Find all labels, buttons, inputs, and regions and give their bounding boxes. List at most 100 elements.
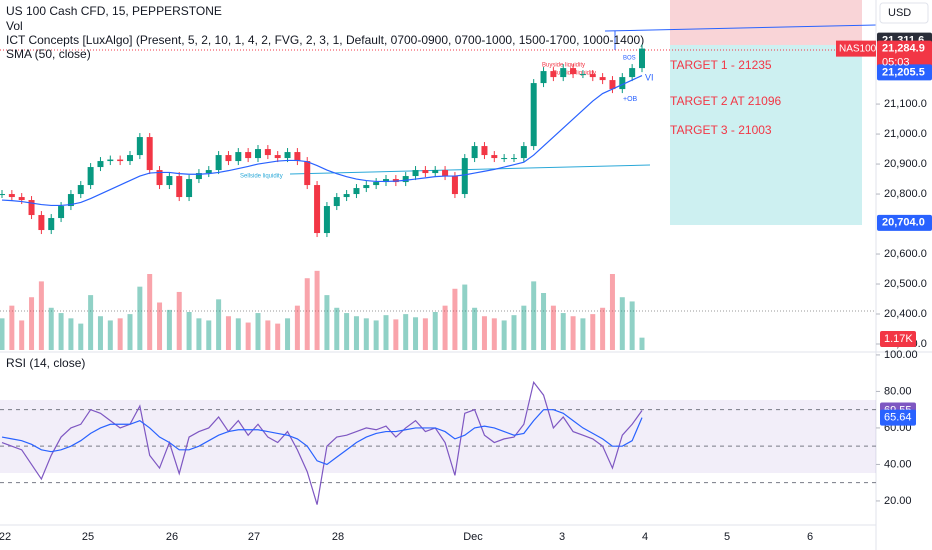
volume-bar	[206, 320, 212, 350]
volume-bar	[285, 318, 291, 350]
candle-body	[274, 155, 281, 159]
candle-body	[67, 194, 74, 207]
volume-bar	[560, 313, 566, 350]
x-tick-label: 4	[642, 531, 648, 543]
volume-bar	[275, 323, 281, 350]
vi-label: VI	[645, 72, 654, 82]
candle-body	[471, 146, 478, 159]
candle-body	[38, 215, 45, 231]
currency[interactable]: USD	[888, 7, 911, 19]
volume-bar	[334, 307, 340, 350]
candle-body	[245, 152, 252, 159]
volume-bar	[393, 319, 399, 350]
symbol-tag-label: NAS100	[839, 43, 877, 54]
volume-bar	[501, 320, 507, 350]
sma-label: SMA (50, close)	[6, 47, 91, 61]
candle-body	[225, 155, 232, 162]
candle-body	[501, 158, 508, 160]
y-tick-label: 20.00	[884, 495, 912, 507]
candle-body	[0, 194, 5, 196]
volume-bar	[216, 299, 222, 350]
volume-bar	[225, 316, 231, 350]
volume-bar	[511, 315, 517, 350]
candle-body	[156, 170, 163, 186]
volume-bar	[403, 314, 409, 350]
y-tick-label: 20,500.0	[884, 278, 927, 290]
candle-body	[205, 170, 212, 174]
volume-bar	[9, 305, 15, 350]
rsi-tag	[880, 409, 916, 426]
volume-bar	[245, 322, 251, 350]
volume-bar	[373, 320, 379, 350]
candle-body	[294, 152, 301, 162]
volume-bar	[422, 318, 428, 350]
volume-bar	[88, 295, 94, 350]
candle-body	[481, 146, 488, 156]
volume-bar	[19, 320, 25, 350]
candle-body	[540, 71, 547, 84]
y-tick-label: 40.00	[884, 458, 912, 470]
rsi-band	[0, 400, 876, 473]
price-tag	[877, 40, 932, 71]
volume-bar	[521, 305, 527, 350]
candle-body	[107, 159, 114, 162]
candle-body	[639, 48, 645, 69]
x-tick-label: 26	[166, 531, 178, 543]
target: TARGET 3 - 21003	[670, 123, 772, 137]
candle-body	[609, 80, 616, 90]
candle-body	[432, 170, 439, 174]
symbol: US 100 Cash CFD, 15, PEPPERSTONE	[6, 4, 222, 18]
candle-body	[8, 194, 15, 198]
symbol-tag	[836, 40, 876, 57]
volume-bar	[314, 270, 320, 350]
candle-body	[333, 197, 340, 207]
volume-bar	[235, 318, 241, 350]
price-tag-label: 21,205.5	[882, 66, 925, 78]
candle-body	[629, 68, 636, 78]
volume-bar	[344, 313, 350, 350]
candle-body	[589, 74, 596, 78]
candle-body	[97, 161, 104, 168]
x-tick-label: 28	[332, 531, 344, 543]
volume-bar	[481, 316, 487, 350]
y-tick-label: 21,100.0	[884, 98, 927, 110]
candle-body	[87, 167, 94, 186]
candle-body	[451, 176, 458, 195]
candle-body	[264, 149, 271, 156]
y-tick-label: 20,900.0	[884, 158, 927, 170]
volume-bar	[186, 312, 192, 350]
price-tag-label: 21,284.9	[882, 43, 925, 55]
volume-bar	[472, 307, 478, 350]
volume-tag-label: 1.17K	[884, 333, 913, 345]
candle-body	[235, 152, 242, 162]
sma-line	[1, 75, 643, 207]
volume-bar	[353, 316, 359, 350]
candle-body	[146, 137, 153, 171]
volume-bar	[600, 307, 606, 350]
candle-body	[127, 155, 133, 162]
volume-bar	[531, 281, 537, 350]
rsi-title: RSI (14, close)	[6, 356, 85, 370]
price-tag	[877, 214, 932, 231]
x-tick-label: 25	[82, 531, 94, 543]
volume-bar	[265, 320, 271, 350]
currency-button[interactable]	[879, 2, 929, 24]
candle-body	[363, 185, 370, 189]
volume-bar	[629, 301, 635, 350]
volume-bar	[550, 305, 556, 350]
volume-bar	[68, 318, 74, 350]
x-tick-label: Dec	[463, 531, 483, 543]
candle-body	[136, 137, 143, 156]
candle-body	[353, 188, 360, 195]
volume-bar	[166, 309, 172, 350]
candle-body	[117, 159, 124, 162]
y-tick-label: 100.00	[884, 349, 918, 361]
candle-body	[18, 197, 25, 201]
candle-body	[579, 74, 586, 76]
candle-body	[560, 68, 567, 78]
x-tick-label: 27	[248, 531, 260, 543]
candle-body	[195, 173, 202, 180]
liq-label: Sellside liquidity	[240, 174, 283, 180]
volume-bar	[97, 316, 103, 350]
y-tick-label: 20,800.0	[884, 188, 927, 200]
